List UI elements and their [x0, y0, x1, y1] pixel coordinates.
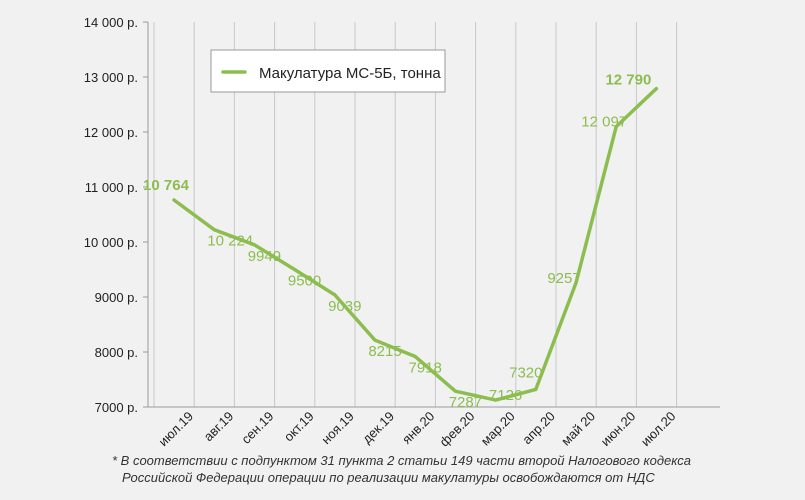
series-line [172, 86, 659, 402]
x-tick-label: окт.19 [281, 409, 317, 445]
y-tick-label: 13 000 р. [84, 70, 138, 85]
x-tick-label: авг.19 [201, 409, 237, 445]
data-label: 7918 [409, 360, 442, 377]
y-tick-label: 10 000 р. [84, 235, 138, 250]
x-tick-label: фев.20 [437, 409, 478, 450]
x-tick-label: июл.20 [638, 409, 679, 450]
footnote-line-1: * В соответствии с подпунктом 31 пункта … [112, 453, 692, 468]
series-group [172, 86, 659, 402]
data-label: 9949 [248, 248, 281, 265]
data-label: 9257 [547, 270, 580, 287]
footnote-line-2: Российской Федерации операции по реализа… [122, 470, 655, 485]
x-tick-labels: июл.19 авг.19 сен.19 окт.19 ноя.19 дек.19 янв.… [156, 409, 679, 450]
legend-box [210, 49, 446, 93]
data-label: 10 764 [143, 177, 190, 194]
data-label: 7320 [509, 364, 542, 381]
x-tick-label: май 20 [558, 409, 598, 449]
x-tick-label: дек.19 [359, 409, 397, 447]
x-tick-label: янв.20 [399, 409, 437, 447]
footnote: * В соответствии с подпунктом 31 пункта … [112, 452, 712, 486]
y-tick-label: 11 000 р. [85, 180, 138, 195]
data-label: 7126 [489, 387, 522, 404]
legend: Макулатура МС-5Б, тонна [210, 49, 446, 93]
data-label: 12 790 [605, 72, 651, 89]
y-tick-label: 9000 р. [95, 290, 138, 305]
x-tick-label: июн.20 [598, 409, 638, 449]
y-tick-label: 14 000 р. [84, 15, 138, 30]
y-tick-label: 7000 р. [95, 400, 138, 415]
y-tick-label: 12 000 р. [84, 125, 138, 140]
data-label: 9500 [288, 273, 321, 290]
x-tick-label: мар.20 [478, 409, 518, 449]
x-tick-label: апр.20 [519, 409, 558, 448]
data-label: 9039 [328, 298, 361, 315]
data-label: 10 224 [207, 233, 253, 250]
y-tick-labels: 7000 р. 8000 р. 9000 р. 10 000 р. 11 000 р. 1… [84, 15, 148, 415]
y-tick-label: 8000 р. [95, 345, 138, 360]
chart-axes [147, 22, 720, 408]
x-tick-label: ноя.19 [318, 409, 357, 448]
data-label: 7287 [449, 394, 482, 411]
data-label: 8215 [368, 343, 401, 360]
data-label: 12 097 [581, 114, 627, 131]
legend-label: Макулатура МС-5Б, тонна [259, 65, 441, 82]
x-tick-label: сен.19 [238, 409, 276, 447]
x-tick-label: июл.19 [156, 409, 197, 450]
